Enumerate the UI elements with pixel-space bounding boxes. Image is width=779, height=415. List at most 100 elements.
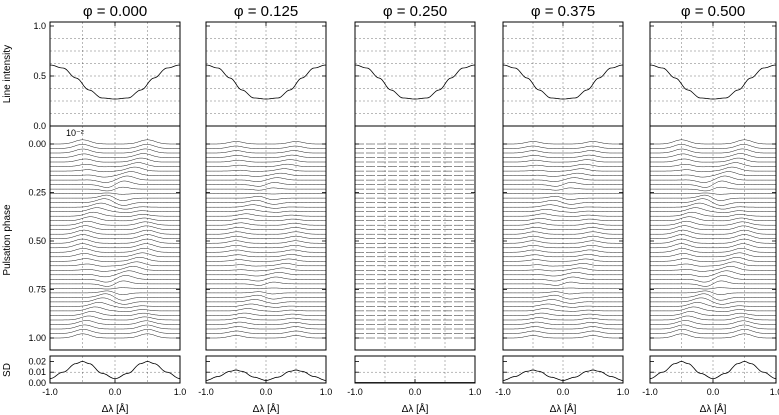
- xtick-label-2: 0.0: [260, 387, 273, 397]
- phase-profile-20: [503, 227, 623, 230]
- phase-profile-33: [650, 287, 776, 290]
- phase-profile-7: [650, 166, 776, 173]
- phase-profile-1: [503, 141, 623, 145]
- phase-profile-20: [50, 225, 180, 230]
- phase-ytick-label-1: 0.00: [28, 139, 46, 149]
- phase-profile-3: [206, 150, 326, 154]
- phase-profile-24: [206, 245, 326, 249]
- phase-profile-9: [650, 175, 776, 183]
- phase-profile-12: [50, 192, 180, 195]
- phase-profile-43: [50, 329, 180, 334]
- phase-profile-19: [50, 220, 180, 226]
- phase-profile-12: [503, 192, 623, 195]
- phase-profile-11: [206, 187, 326, 191]
- xlabel-1: Δλ [Å]: [102, 402, 129, 415]
- phase-profile-7: [50, 166, 180, 173]
- phase-profile-43: [503, 330, 623, 334]
- phase-ytick-label-5: 1.00: [28, 333, 46, 343]
- phase-profile-21: [50, 229, 180, 235]
- phase-profile-30: [650, 270, 776, 278]
- sd-ytick-label-2: 0.01: [28, 367, 46, 377]
- phase-profile-32: [503, 281, 623, 286]
- phase-profile-34: [503, 291, 623, 295]
- xtick-label-1: -1.0: [642, 387, 658, 397]
- sd-curve: [49, 360, 181, 380]
- phase-profile-15: [206, 204, 326, 209]
- phase-profile-29: [50, 266, 180, 272]
- phase-profile-13: [650, 194, 776, 201]
- phase-profile-8: [206, 172, 326, 177]
- phase-profile-8: [50, 171, 180, 178]
- phase-profile-7: [503, 168, 623, 172]
- phase-profile-25: [650, 247, 776, 253]
- phase-profile-43: [206, 330, 326, 334]
- xtick-label-3: 1.0: [174, 387, 187, 397]
- phase-profile-22: [650, 234, 776, 239]
- panels: 0.00.51.00.000.250.500.751.000.000.010.0…: [28, 21, 779, 397]
- phase-profile-36: [503, 299, 623, 304]
- phase-profile-10: [206, 182, 326, 187]
- phase-profile-39: [206, 312, 326, 316]
- phase-profile-9: [503, 177, 623, 182]
- phase-profile-32: [206, 281, 326, 286]
- phase-profile-20: [206, 227, 326, 230]
- phase-profile-40: [650, 315, 776, 321]
- phase-profile-35: [650, 293, 776, 301]
- phase-profile-44: [50, 333, 180, 339]
- phase-profile-14: [50, 198, 180, 206]
- phase-profile-30: [503, 272, 623, 277]
- phase-profile-15: [650, 202, 776, 210]
- phase-profile-6: [503, 163, 623, 167]
- phase-profile-37: [50, 302, 180, 309]
- xtick-label-3: 1.0: [469, 387, 482, 397]
- phase-profile-26: [206, 254, 326, 258]
- phase-profile-26: [50, 252, 180, 258]
- phase-profile-24: [650, 243, 776, 249]
- phase-profile-11: [50, 186, 180, 192]
- phase-profile-44: [650, 333, 776, 339]
- intensity-curve: [354, 64, 476, 100]
- intensity-curve: [649, 64, 777, 100]
- phase-profile-10: [50, 180, 180, 188]
- ylabel-sd: SD: [2, 363, 13, 377]
- phase-profile-4: [503, 154, 623, 158]
- phase-profile-3: [650, 148, 776, 154]
- panel-3: -1.0 0.0 1.0: [347, 21, 482, 397]
- phase-profile-39: [650, 311, 776, 316]
- phase-profile-24: [503, 245, 623, 249]
- phase-profile-36: [206, 299, 326, 304]
- phase-profile-16: [206, 209, 326, 213]
- phase-profile-13: [503, 196, 623, 200]
- phase-profile-22: [50, 234, 180, 239]
- phase-profile-26: [503, 254, 623, 258]
- panel-title-1: φ = 0.000: [83, 3, 147, 20]
- phase-profile-33: [503, 287, 623, 290]
- phase-profile-38: [206, 308, 326, 312]
- phase-profile-44: [503, 335, 623, 339]
- phase-ytick-label-2: 0.25: [28, 188, 46, 198]
- phase-profile-12: [650, 192, 776, 195]
- phase-profile-30: [206, 272, 326, 277]
- phase-profile-29: [650, 266, 776, 272]
- phase-profile-27: [206, 258, 326, 262]
- sd-ytick-label-1: 0.00: [28, 378, 46, 388]
- phase-profile-31: [50, 275, 180, 283]
- intensity-ytick-label-3: 1.0: [33, 21, 46, 31]
- phase-profile-30: [50, 270, 180, 278]
- phase-profile-38: [50, 306, 180, 312]
- phase-profile-22: [503, 235, 623, 239]
- phase-profile-7: [206, 168, 326, 172]
- phase-profile-10: [503, 182, 623, 187]
- phase-profile-21: [206, 231, 326, 235]
- phase-profile-4: [650, 153, 776, 158]
- phase-profile-31: [206, 276, 326, 282]
- phase-profile-41: [650, 320, 776, 325]
- phase-profile-23: [206, 240, 326, 244]
- phase-profile-27: [650, 257, 776, 262]
- phase-profile-27: [503, 258, 623, 262]
- phase-profile-26: [650, 252, 776, 258]
- phase-profile-39: [503, 312, 623, 316]
- phase-profile-25: [206, 249, 326, 253]
- phase-profile-40: [503, 317, 623, 321]
